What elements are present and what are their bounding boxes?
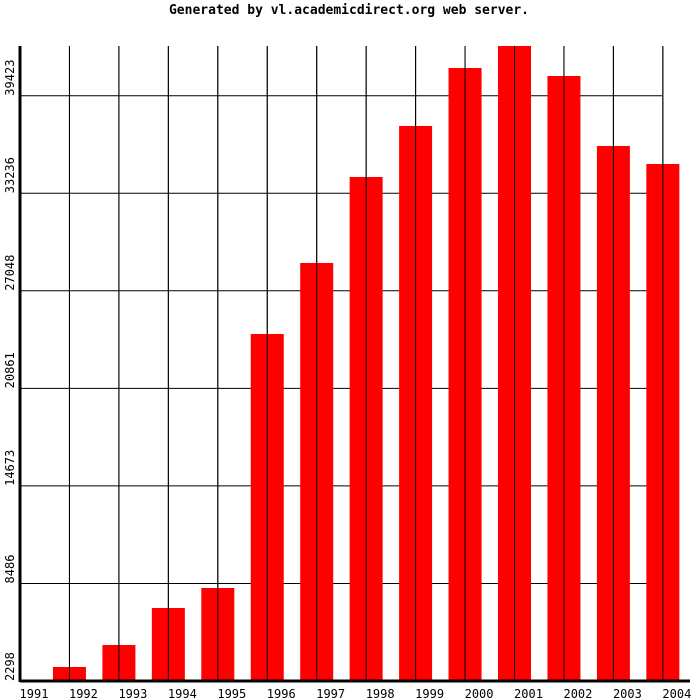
x-tick-label: 1994 — [168, 687, 197, 700]
y-tick-label: 27048 — [3, 255, 17, 291]
y-tick-label: 14673 — [3, 450, 17, 486]
x-tick-label: 1995 — [217, 687, 246, 700]
y-tick-label: 33236 — [3, 157, 17, 193]
x-tick-label: 1999 — [415, 687, 444, 700]
x-tick-label: 2002 — [563, 687, 592, 700]
x-tick-label: 1992 — [69, 687, 98, 700]
x-tick-label: 2001 — [514, 687, 543, 700]
y-tick-label: 39423 — [3, 60, 17, 96]
x-tick-label: 2004 — [662, 687, 691, 700]
chart-title: Generated by vl.academicdirect.org web s… — [169, 3, 529, 18]
x-tick-label: 2003 — [613, 687, 642, 700]
x-tick-label: 1996 — [267, 687, 296, 700]
y-tick-label: 8486 — [3, 555, 17, 584]
x-tick-label: 1993 — [118, 687, 147, 700]
y-tick-label: 2298 — [3, 652, 17, 681]
x-tick-label: 1998 — [366, 687, 395, 700]
x-tick-label: 1997 — [316, 687, 345, 700]
x-tick-label: 1991 — [20, 687, 49, 700]
x-tick-label: 2000 — [465, 687, 494, 700]
y-tick-label: 20861 — [3, 352, 17, 388]
